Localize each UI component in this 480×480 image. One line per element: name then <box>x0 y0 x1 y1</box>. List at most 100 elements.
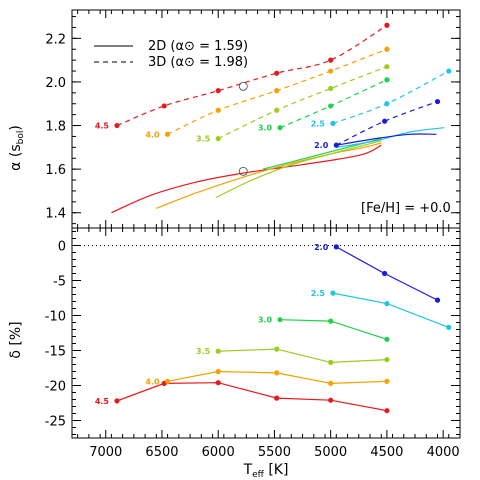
top-series-label-3.5: 3.5 <box>196 135 211 144</box>
x-tick-label: 7000 <box>89 445 122 460</box>
top-data-layer: 4.5 4.0 3.5 3.0 2.5 2.0 <box>95 22 452 214</box>
delta-point-logg-2.5 <box>446 324 452 330</box>
delta-point-logg-3.0 <box>277 317 283 323</box>
delta-point-logg-4.5 <box>274 395 280 401</box>
x-tick-label: 4500 <box>370 445 403 460</box>
delta-line-logg-3.0 <box>280 319 388 340</box>
bottom-series-label-2.0: 2.0 <box>314 243 329 252</box>
bottom-data-layer: 4.5 4.0 3.5 3.0 2.5 2.0 <box>72 243 460 414</box>
point-3d-logg-3.0 <box>328 103 334 109</box>
point-3d-logg-4.5 <box>274 70 280 76</box>
delta-point-logg-4.5 <box>215 380 221 386</box>
solar-marker <box>238 81 248 91</box>
point-3d-logg-2.0 <box>333 142 339 148</box>
top-series-label-2.0: 2.0 <box>314 141 329 150</box>
point-3d-logg-4.5 <box>215 88 221 94</box>
bottom-series-label-3.0: 3.0 <box>258 316 273 325</box>
point-3d-logg-2.0 <box>382 118 388 124</box>
point-3d-logg-2.5 <box>384 101 390 107</box>
curve-2d-logg-4.0 <box>156 142 382 209</box>
delta-point-logg-4.5 <box>328 397 334 403</box>
delta-line-logg-2.5 <box>332 292 450 328</box>
delta-point-logg-3.5 <box>384 357 390 363</box>
y-tick-label: 1.8 <box>45 120 66 135</box>
top-series-label-3.0: 3.0 <box>258 124 273 133</box>
legend: 2D (α⊙ = 1.59) 3D (α⊙ = 1.98) <box>94 39 248 70</box>
delta-point-logg-4.5 <box>384 408 390 414</box>
delta-point-logg-3.5 <box>215 348 221 354</box>
x-tick-label: 5500 <box>258 445 291 460</box>
bottom-axes: 0 -5 -10 -15 -20 -25 7000 6500 6000 5500 5000 4500 4… <box>45 227 461 460</box>
axis-frame <box>71 227 461 439</box>
point-3d-logg-3.0 <box>277 125 283 131</box>
axis-frame <box>71 9 461 229</box>
y-tick-label: -15 <box>45 345 66 360</box>
delta-point-logg-4.0 <box>164 378 171 384</box>
curve-3d-logg-3.5 <box>217 66 388 140</box>
point-3d-logg-2.0 <box>434 98 441 105</box>
x-axis-label: Teff [K] <box>243 462 289 480</box>
legend-label-3d: 3D (α⊙ = 1.98) <box>148 55 248 70</box>
top-panel: 4.5 4.0 3.5 3.0 2.5 2.0 1.4 1.6 1.8 2.0 2.2 α (sb… <box>8 9 461 229</box>
delta-point-logg-2.0 <box>382 270 388 277</box>
bottom-y-axis-label: δ [%] <box>8 321 24 358</box>
delta-point-logg-2.5 <box>384 301 390 307</box>
y-tick-label: -10 <box>45 310 66 325</box>
metallicity-annotation: [Fe/H] = +0.0 <box>361 201 451 216</box>
y-tick-label: 2.2 <box>45 32 66 47</box>
solar-marker <box>238 166 248 176</box>
point-3d-logg-3.5 <box>384 64 390 70</box>
x-tick-label: 4000 <box>427 445 460 460</box>
delta-point-logg-3.0 <box>328 318 334 324</box>
point-3d-logg-2.5 <box>446 68 452 74</box>
top-axes: 1.4 1.6 1.8 2.0 2.2 <box>45 9 461 229</box>
top-series-label-2.5: 2.5 <box>311 119 326 128</box>
y-tick-label: -25 <box>45 415 66 430</box>
bottom-series-label-2.5: 2.5 <box>311 289 326 298</box>
delta-line-logg-4.5 <box>116 382 388 412</box>
curve-3d-logg-4.5 <box>116 24 388 127</box>
delta-point-logg-3.5 <box>274 346 280 352</box>
point-3d-logg-3.5 <box>274 107 280 113</box>
y-tick-label: 1.4 <box>45 207 66 222</box>
x-tick-label: 6000 <box>202 445 235 460</box>
top-series-label-4.5: 4.5 <box>95 122 110 131</box>
curve-3d-logg-2.0 <box>336 101 438 146</box>
point-3d-logg-3.5 <box>328 85 334 92</box>
point-3d-logg-4.0 <box>328 68 334 74</box>
point-3d-logg-4.5 <box>328 57 334 63</box>
delta-point-logg-4.0 <box>215 368 221 375</box>
point-3d-logg-4.0 <box>164 131 171 137</box>
delta-point-logg-4.0 <box>384 378 390 384</box>
x-tick-label: 5000 <box>314 445 347 460</box>
delta-point-logg-2.0 <box>333 244 339 250</box>
bottom-series-label-3.5: 3.5 <box>196 347 211 356</box>
point-3d-logg-4.5 <box>114 122 120 129</box>
delta-point-logg-4.0 <box>274 370 280 376</box>
curve-2d-logg-3.5 <box>215 140 382 199</box>
delta-line-logg-3.5 <box>218 348 387 364</box>
bottom-panel: 4.5 4.0 3.5 3.0 2.5 2.0 0 -5 -10 -15 -20 -25 7000 65… <box>8 227 461 480</box>
point-3d-logg-2.5 <box>330 120 336 126</box>
delta-point-logg-2.5 <box>330 290 336 296</box>
bottom-series-label-4.5: 4.5 <box>95 397 110 406</box>
y-tick-label: -20 <box>45 380 66 395</box>
point-3d-logg-4.5 <box>384 22 390 28</box>
point-3d-logg-4.0 <box>274 88 280 94</box>
top-y-axis-label: α (sbol) <box>8 125 26 171</box>
bottom-series-label-4.0: 4.0 <box>145 377 160 386</box>
curve-2d-logg-2.0 <box>336 133 437 146</box>
x-tick-label: 6500 <box>145 445 178 460</box>
delta-point-logg-4.5 <box>114 398 120 404</box>
delta-point-logg-2.0 <box>434 297 441 303</box>
point-3d-logg-4.5 <box>161 103 167 109</box>
delta-point-logg-3.5 <box>328 359 334 365</box>
y-tick-label: 1.6 <box>45 163 66 178</box>
y-tick-label: 0 <box>58 240 66 255</box>
legend-label-2d: 2D (α⊙ = 1.59) <box>148 39 248 54</box>
point-3d-logg-4.0 <box>384 46 390 52</box>
y-tick-label: -5 <box>53 275 66 290</box>
point-3d-logg-3.0 <box>384 77 390 83</box>
delta-point-logg-3.0 <box>384 336 390 342</box>
curve-2d-logg-4.5 <box>111 144 382 214</box>
